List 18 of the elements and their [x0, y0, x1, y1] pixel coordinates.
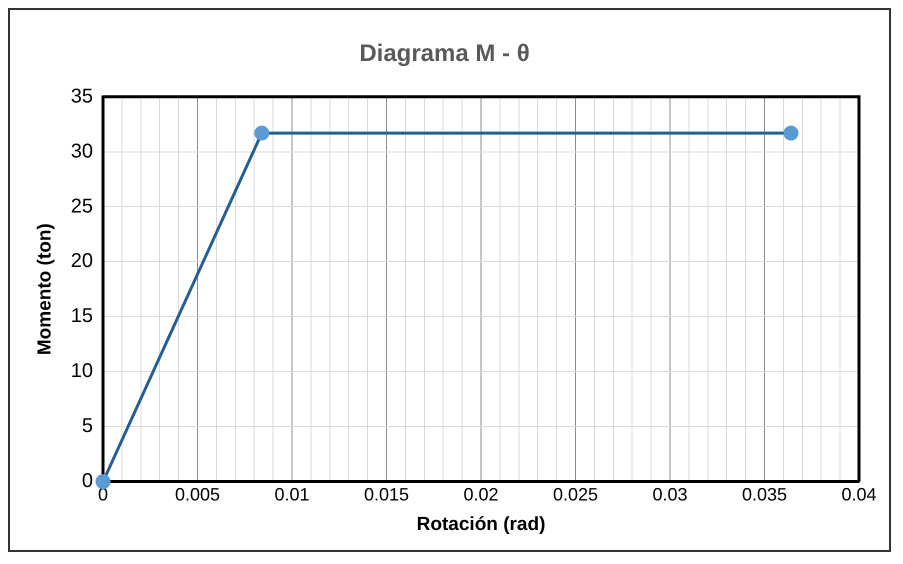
x-tick-label: 0.02	[464, 484, 499, 504]
x-tick-label: 0.005	[175, 484, 220, 504]
y-tick-label: 5	[82, 415, 94, 438]
x-tick-label: 0.025	[552, 484, 598, 504]
y-tick-label: 10	[70, 360, 94, 382]
x-tick-label: 0.04	[841, 484, 877, 504]
chart-title: Diagrama M - θ	[359, 40, 530, 68]
y-tick-label: 30	[70, 140, 94, 162]
x-tick-label: 0.015	[364, 484, 410, 504]
x-tick-label: 0.035	[742, 484, 788, 504]
x-tick-label: 0.01	[274, 484, 310, 504]
y-tick-label: 15	[70, 305, 94, 328]
y-tick-label: 25	[70, 195, 94, 218]
y-tick-label: 20	[70, 250, 94, 272]
y-tick-label: 35	[70, 85, 94, 108]
y-axis-title: Momento (ton)	[34, 223, 56, 356]
x-axis-title: Rotación (rad)	[416, 514, 546, 535]
x-tick-label: 0.03	[652, 484, 688, 504]
